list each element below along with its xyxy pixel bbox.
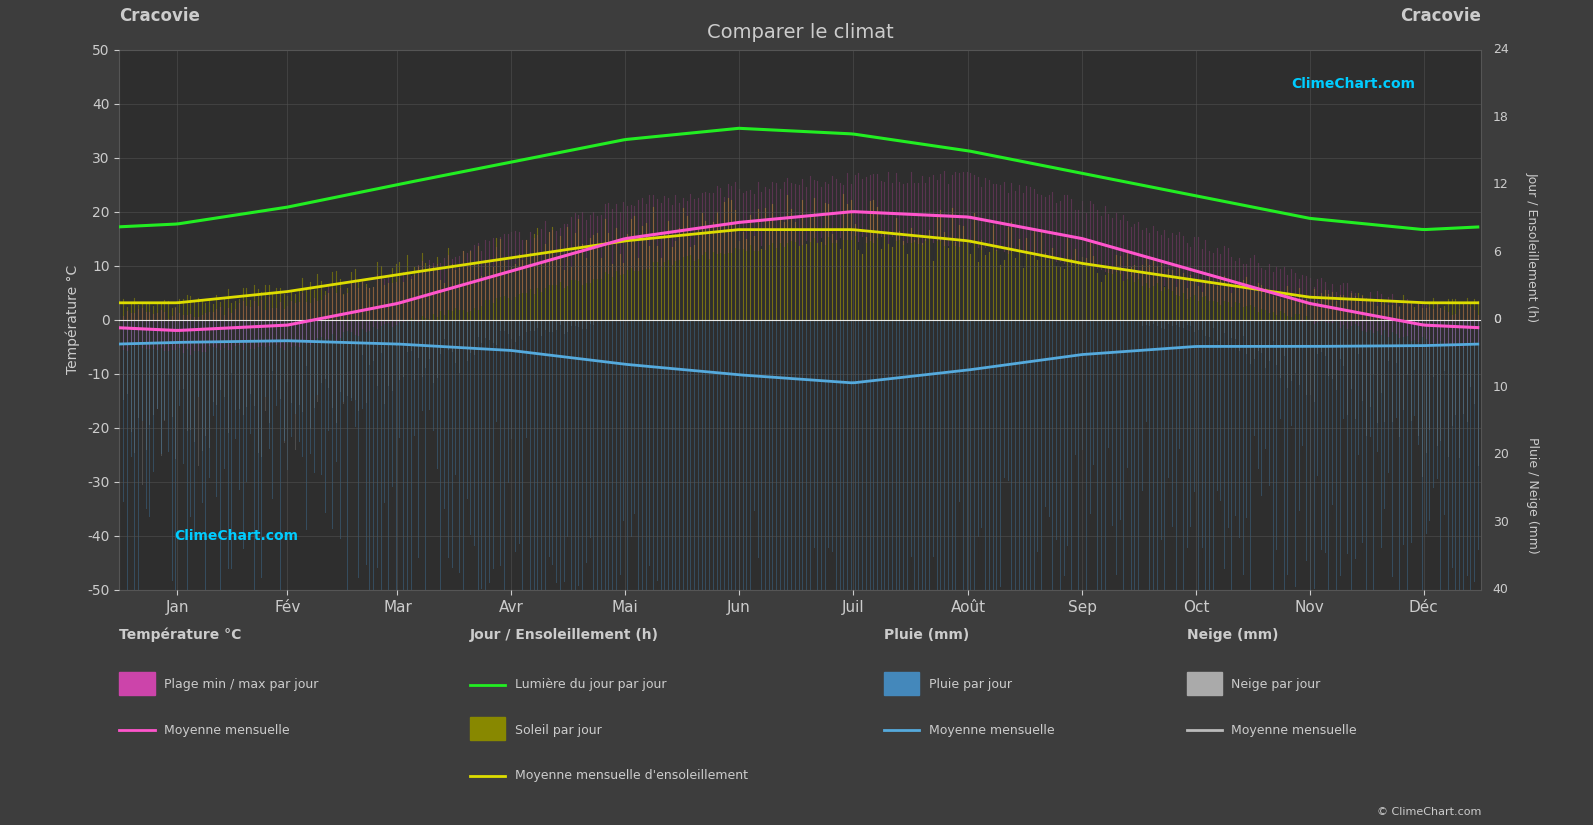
Text: 24: 24 — [1493, 43, 1509, 56]
Text: Neige (mm): Neige (mm) — [1187, 629, 1278, 643]
Text: Neige par jour: Neige par jour — [1231, 678, 1321, 691]
Text: 12: 12 — [1493, 178, 1509, 191]
Text: 10: 10 — [1493, 380, 1509, 394]
Text: Plage min / max par jour: Plage min / max par jour — [164, 678, 319, 691]
Text: Pluie / Neige (mm): Pluie / Neige (mm) — [1526, 436, 1539, 554]
Text: 0: 0 — [1493, 314, 1501, 326]
Text: 6: 6 — [1493, 246, 1501, 259]
Text: © ClimeChart.com: © ClimeChart.com — [1376, 807, 1481, 817]
Text: 18: 18 — [1493, 111, 1509, 124]
Text: 30: 30 — [1493, 516, 1509, 529]
Text: 0: 0 — [1493, 314, 1501, 326]
Text: Moyenne mensuelle: Moyenne mensuelle — [1231, 724, 1357, 737]
Text: Jour / Ensoleillement (h): Jour / Ensoleillement (h) — [1526, 172, 1539, 323]
Text: Moyenne mensuelle: Moyenne mensuelle — [929, 724, 1055, 737]
Text: ClimeChart.com: ClimeChart.com — [174, 529, 298, 543]
Text: 40: 40 — [1493, 583, 1509, 596]
Text: Jour / Ensoleillement (h): Jour / Ensoleillement (h) — [470, 629, 660, 643]
Text: Soleil par jour: Soleil par jour — [515, 724, 601, 737]
Text: Moyenne mensuelle d'ensoleillement: Moyenne mensuelle d'ensoleillement — [515, 769, 747, 782]
Y-axis label: Température °C: Température °C — [65, 265, 80, 375]
Text: Lumière du jour par jour: Lumière du jour par jour — [515, 678, 666, 691]
Text: Cracovie: Cracovie — [119, 7, 201, 26]
Title: Comparer le climat: Comparer le climat — [707, 23, 894, 42]
Text: Pluie (mm): Pluie (mm) — [884, 629, 970, 643]
Text: ClimeChart.com: ClimeChart.com — [1290, 77, 1415, 91]
Text: 20: 20 — [1493, 448, 1509, 461]
Text: Pluie par jour: Pluie par jour — [929, 678, 1012, 691]
Text: Cracovie: Cracovie — [1400, 7, 1481, 26]
Text: Température °C: Température °C — [119, 628, 242, 643]
Text: Moyenne mensuelle: Moyenne mensuelle — [164, 724, 290, 737]
